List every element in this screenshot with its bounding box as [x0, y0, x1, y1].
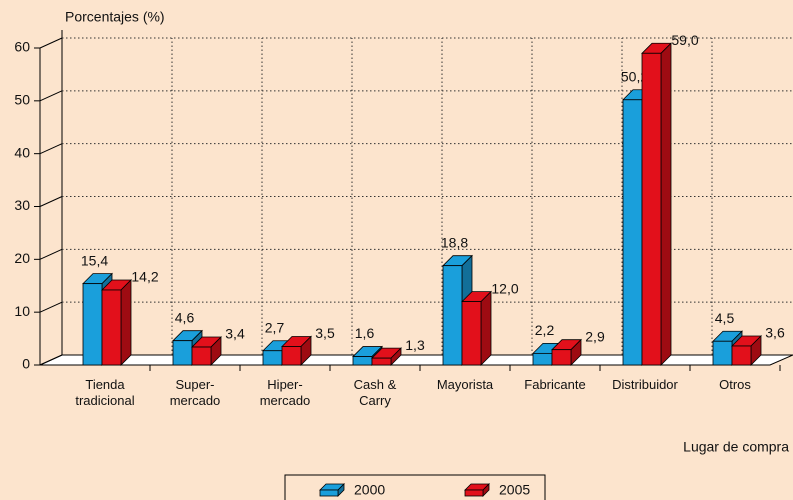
- value-label: 18,8: [441, 234, 468, 250]
- bar: [641, 42, 672, 366]
- bar: [731, 335, 762, 366]
- value-label: 3,6: [765, 325, 785, 341]
- y-tick-label: 20: [14, 250, 30, 266]
- value-label: 3,4: [225, 326, 245, 342]
- x-tick-label: Fabricante: [524, 377, 586, 392]
- legend-label: 2000: [354, 482, 385, 498]
- value-label: 2,2: [535, 322, 555, 338]
- y-tick-label: 40: [14, 144, 30, 160]
- bar-front: [551, 349, 572, 366]
- bar-front: [262, 350, 283, 366]
- tick-diag: [39, 354, 63, 366]
- tick-diag: [39, 196, 63, 207]
- tick-diag: [39, 37, 63, 49]
- bar-front: [191, 346, 212, 366]
- bar-side: [120, 279, 132, 366]
- bar-side: [480, 290, 492, 366]
- bar-front: [731, 345, 752, 366]
- legend-swatch: [319, 489, 339, 497]
- value-label: 12,0: [491, 280, 518, 296]
- value-label: 2,7: [265, 319, 285, 335]
- tick-diag: [39, 90, 63, 102]
- bar: [551, 338, 582, 366]
- y-tick-label: 10: [14, 303, 30, 319]
- bar-front: [352, 356, 373, 366]
- x-tick-label: Tienda tradicional: [75, 377, 135, 408]
- x-tick-label: Cash & Carry: [353, 377, 397, 408]
- bar: [281, 335, 312, 366]
- bar: [101, 279, 132, 366]
- y-tick-label: 60: [14, 39, 30, 55]
- bar-front: [82, 283, 103, 366]
- bar-front: [101, 289, 122, 366]
- x-tick-label: Mayorista: [436, 377, 494, 392]
- y-tick-label: 0: [22, 356, 30, 372]
- value-label: 4,6: [175, 309, 195, 325]
- x-tick-label: Distribuidor: [612, 377, 678, 392]
- y-axis-title: Porcentajes (%): [65, 9, 165, 25]
- value-label: 1,6: [355, 325, 375, 341]
- value-label: 50,2: [621, 68, 648, 84]
- value-label: 15,4: [81, 252, 108, 268]
- bar-front: [461, 301, 482, 366]
- bar-side: [660, 42, 672, 366]
- x-axis-title: Lugar de compra: [683, 439, 789, 455]
- bar-front: [281, 346, 302, 366]
- bar: [371, 347, 402, 366]
- legend-box: [284, 474, 546, 500]
- x-tick-label: Hiper- mercado: [259, 377, 311, 408]
- bar-front: [371, 357, 392, 366]
- value-label: 59,0: [671, 32, 698, 48]
- bar-front: [641, 52, 662, 366]
- bar: [461, 290, 492, 366]
- floor: [39, 354, 793, 366]
- legend-label: 2005: [499, 482, 530, 498]
- legend-swatch: [464, 489, 484, 497]
- y-tick-label: 30: [14, 197, 30, 213]
- tick-diag: [39, 248, 63, 260]
- bar-front: [622, 99, 643, 366]
- value-label: 14,2: [131, 269, 158, 285]
- tick-diag: [39, 143, 63, 155]
- value-label: 3,5: [315, 325, 335, 341]
- x-tick-label: Super- mercado: [169, 377, 221, 408]
- bar: [191, 336, 222, 366]
- value-label: 1,3: [405, 337, 425, 353]
- y-tick-label: 50: [14, 92, 30, 108]
- x-tick-label: Otros: [719, 377, 751, 392]
- tick-diag: [39, 301, 63, 313]
- bar-front: [712, 340, 733, 366]
- bar-front: [172, 340, 193, 366]
- bar-front: [442, 265, 463, 366]
- value-label: 2,9: [585, 328, 605, 344]
- bar-front: [532, 352, 553, 366]
- value-label: 4,5: [715, 310, 735, 326]
